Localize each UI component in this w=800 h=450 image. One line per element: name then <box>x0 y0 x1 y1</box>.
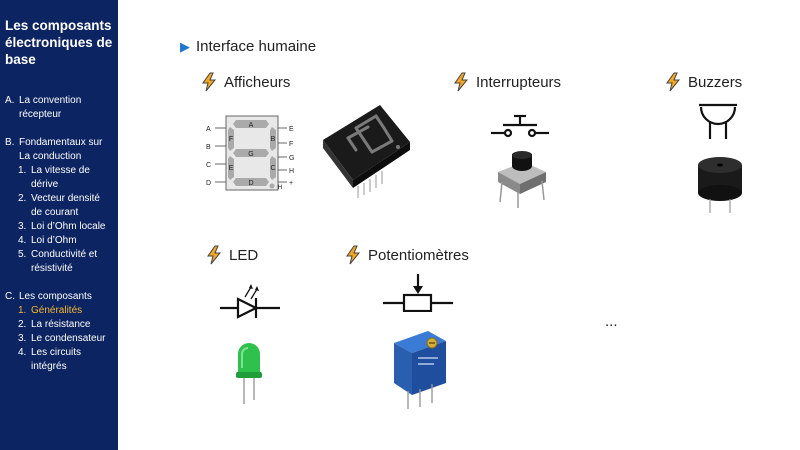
segment-label: A <box>249 122 254 129</box>
lightning-bolt-icon <box>454 72 469 92</box>
segment-label: B <box>271 136 276 143</box>
outline-label: La conduction <box>19 151 82 162</box>
potentiometer-photo <box>394 331 446 409</box>
outline-label: récepteur <box>19 109 62 120</box>
lightning-bolt-icon <box>202 72 217 92</box>
pin-label: G <box>289 155 294 162</box>
pin-label: D <box>206 180 211 187</box>
outline-marker: 1. <box>18 305 27 316</box>
outline-label: dérive <box>31 179 59 190</box>
outline-marker: 2. <box>18 193 27 204</box>
segment-label: G <box>248 151 253 158</box>
outline-marker: 3. <box>18 333 27 344</box>
led-symbol <box>220 284 280 319</box>
outline-subitem-cont: dérive <box>5 178 117 192</box>
category-label: Interrupteurs <box>476 73 562 91</box>
outline-subitem[interactable]: 3. Le condensateur <box>5 332 117 346</box>
outline-label: Généralités <box>31 305 83 316</box>
outline-item-a-cont: récepteur <box>5 108 117 122</box>
outline-label: Le condensateur <box>31 333 106 344</box>
category-label: Afficheurs <box>224 73 291 91</box>
outline-item-a[interactable]: A. La convention <box>5 94 117 108</box>
outline-label: La résistance <box>31 319 91 330</box>
outline-subitem-cont: résistivité <box>5 262 117 276</box>
outline-marker: 5. <box>18 249 27 260</box>
outline-subitem[interactable]: 5. Conductivité et <box>5 248 117 262</box>
outline-marker: 2. <box>18 319 27 330</box>
outline-marker: 1. <box>18 165 27 176</box>
outline-marker: 4. <box>18 347 27 358</box>
pin-label: A <box>206 126 211 133</box>
sidebar-title: Les composants électroniques de base <box>5 18 113 67</box>
outline-subitem[interactable]: 2. Vecteur densité <box>5 192 117 206</box>
pin-label: H <box>289 168 294 175</box>
outline-marker: A. <box>5 95 15 106</box>
sidebar: Les composants électroniques de base A. … <box>0 0 118 450</box>
outline-subitem[interactable]: 2. La résistance <box>5 318 117 332</box>
outline-item-c[interactable]: C. Les composants <box>5 290 117 304</box>
pin-label: E <box>289 126 294 133</box>
outline-subitem-cont: de courant <box>5 206 117 220</box>
lightning-bolt-icon <box>346 245 361 265</box>
outline-label: La convention <box>19 95 82 106</box>
outline-label: résistivité <box>31 263 73 274</box>
outline-marker: B. <box>5 137 15 148</box>
triangle-bullet-icon: ▶ <box>180 39 190 54</box>
push-button-symbol <box>491 114 549 138</box>
lightning-bolt-icon <box>666 72 681 92</box>
pin-label: C <box>206 162 211 169</box>
heading-text: Interface humaine <box>196 38 317 55</box>
outline-item-b[interactable]: B. Fondamentaux sur <box>5 136 117 150</box>
pin-label: + <box>289 180 293 187</box>
segment-label: H <box>278 185 282 191</box>
outline-label: Loi d’Ohm <box>31 235 77 246</box>
category-potentiometres: Potentiomètres <box>344 245 469 265</box>
outline-subitem-active[interactable]: 1. Généralités <box>5 304 117 318</box>
lightning-bolt-icon <box>207 245 222 265</box>
category-afficheurs: Afficheurs <box>200 72 290 92</box>
category-label: LED <box>229 246 259 264</box>
outline-label: Loi d’Ohm locale <box>31 221 106 232</box>
pin-label: B <box>206 144 211 151</box>
outline-subitem-cont: intégrés <box>5 360 117 374</box>
segment-label: C <box>270 165 275 172</box>
sidebar-outline: A. La convention récepteur B. Fondamenta… <box>5 94 117 374</box>
push-button-photo <box>498 151 546 208</box>
outline-subitem[interactable]: 4. Loi d’Ohm <box>5 234 117 248</box>
outline-label: Les composants <box>19 291 92 302</box>
outline-subitem[interactable]: 4. Les circuits <box>5 346 117 360</box>
outline-marker: 3. <box>18 221 27 232</box>
segment-label: E <box>229 165 234 172</box>
category-interrupteurs: Interrupteurs <box>452 72 561 92</box>
category-label: Buzzers <box>688 73 743 91</box>
led-photo <box>236 343 262 404</box>
seven-segment-display-photo <box>323 105 410 198</box>
buzzer-photo <box>698 157 742 213</box>
pin-label: F <box>289 141 293 148</box>
category-label: Potentiomètres <box>368 246 469 264</box>
potentiometer-symbol <box>383 274 453 312</box>
outline-label: Conductivité et <box>31 249 98 260</box>
outline-label: La vitesse de <box>31 165 90 176</box>
segment-label: F <box>229 136 233 143</box>
outline-subitem[interactable]: 1. La vitesse de <box>5 164 117 178</box>
outline-label: Vecteur densité <box>31 193 100 204</box>
outline-label: intégrés <box>31 361 67 372</box>
outline-marker: C. <box>5 291 15 302</box>
segment-label: D <box>248 180 253 187</box>
outline-marker: 4. <box>18 235 27 246</box>
outline-item-b-cont: La conduction <box>5 150 117 164</box>
outline-label: Fondamentaux sur <box>19 137 103 148</box>
segment-shape <box>233 120 269 128</box>
category-led: LED <box>205 245 258 265</box>
section-heading: ▶ Interface humaine <box>180 38 316 55</box>
seven-segment-diagram: A B F G E C D H A B C D E F G H + <box>206 115 294 191</box>
ellipsis-text: ... <box>605 313 618 330</box>
outline-label: de courant <box>31 207 79 218</box>
outline-subitem[interactable]: 3. Loi d’Ohm locale <box>5 220 117 234</box>
outline-label: Les circuits <box>31 347 82 358</box>
category-buzzers: Buzzers <box>664 72 742 92</box>
buzzer-symbol <box>699 103 737 139</box>
